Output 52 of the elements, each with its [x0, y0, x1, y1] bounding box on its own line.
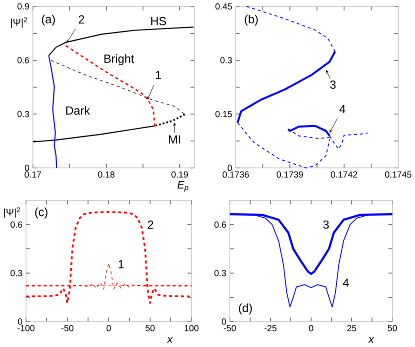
y-tick-label: 0.3 — [220, 57, 232, 64]
x-tick-label: 0 — [308, 324, 314, 332]
annotation: (c) — [35, 207, 48, 218]
x-tick-label: 0.18 — [98, 171, 115, 178]
x-tick-label: 0.1736 — [222, 171, 249, 178]
x-tick-label: -50 — [61, 324, 74, 332]
annotation: 3 — [330, 80, 336, 89]
y-tick-label: 0.15 — [215, 110, 232, 118]
y-tick-label: 0.45 — [215, 3, 232, 10]
x-tick-label: 25 — [347, 324, 356, 332]
x-tick-label: 0 — [106, 324, 111, 332]
annotation: HS — [151, 16, 166, 26]
annotation: MI — [169, 135, 180, 144]
x-tick-label: -50 — [224, 324, 236, 332]
x-tick-label: 50 — [146, 324, 155, 332]
annotation: 3 — [323, 220, 329, 229]
y-tick-label: 0 — [24, 164, 30, 171]
y-axis-title: |Ψ|$^{2}$ — [11, 17, 27, 28]
annotation: 1 — [156, 70, 161, 80]
y-tick-label: 0 — [18, 318, 22, 325]
y-tick-label: 0.6 — [10, 221, 22, 228]
y-tick-label: 0 — [222, 318, 226, 325]
x-axis-title: x — [368, 337, 374, 343]
x-tick-label: 50 — [388, 324, 397, 332]
annotation: 1 — [118, 260, 124, 268]
y-tick-label: 0.3 — [17, 110, 30, 118]
x-tick-label: 0.19 — [171, 171, 188, 178]
annotation: 2 — [78, 15, 84, 24]
x-axis-title: x — [166, 337, 173, 343]
x-tick-label: 100 — [184, 324, 198, 332]
annotation: 2 — [148, 220, 154, 229]
annotation: 4 — [339, 104, 346, 114]
annotation: (b) — [244, 14, 258, 26]
y-tick-label: 0.3 — [214, 270, 226, 276]
x-tick-label: 0.17 — [24, 171, 42, 178]
x-axis-title: E$_{p}$ — [177, 180, 188, 192]
annotation: Bright — [104, 54, 134, 66]
y-tick-label: 0.3 — [10, 270, 22, 276]
x-tick-label: -100 — [18, 324, 34, 332]
x-tick-label: 0.1745 — [385, 171, 412, 178]
x-tick-label: -25 — [264, 324, 276, 332]
annotation: 4 — [342, 278, 349, 287]
annotation: (d) — [238, 303, 252, 314]
y-tick-label: 0 — [228, 164, 232, 171]
y-tick-label: 0.9 — [17, 3, 30, 10]
y-tick-label: 0.6 — [17, 57, 30, 64]
x-tick-label: 0.1742 — [330, 171, 358, 178]
annotation: (a) — [42, 14, 55, 26]
y-axis-title: |Ψ|$^{2}$ — [4, 207, 20, 218]
x-tick-label: 0.1739 — [276, 171, 303, 178]
annotation: Dark — [66, 106, 90, 115]
y-tick-label: 0.6 — [214, 221, 226, 228]
